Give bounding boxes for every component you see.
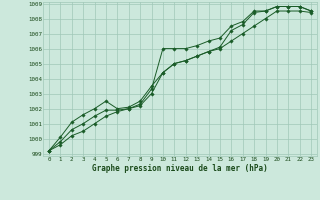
X-axis label: Graphe pression niveau de la mer (hPa): Graphe pression niveau de la mer (hPa) [92,164,268,173]
